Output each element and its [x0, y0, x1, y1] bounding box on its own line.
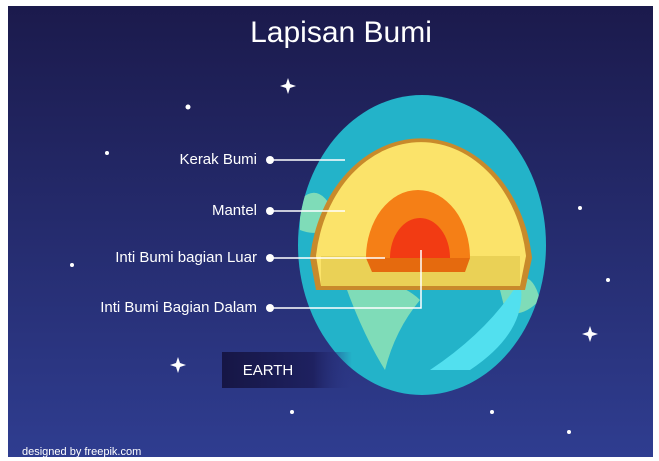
title: Lapisan Bumi: [250, 16, 432, 49]
illustration: Lapisan Bumi Kerak Bumi Mantel Inti Bumi…: [0, 0, 659, 461]
layer-label: Inti Bumi Bagian Dalam: [100, 299, 257, 316]
badge: EARTH: [243, 362, 294, 379]
earth: [298, 95, 546, 395]
layer-label: Inti Bumi bagian Luar: [115, 249, 257, 266]
credit: designed by freepik.com: [22, 446, 141, 458]
layer-label: Mantel: [212, 202, 257, 219]
layer-label: Kerak Bumi: [179, 151, 257, 168]
